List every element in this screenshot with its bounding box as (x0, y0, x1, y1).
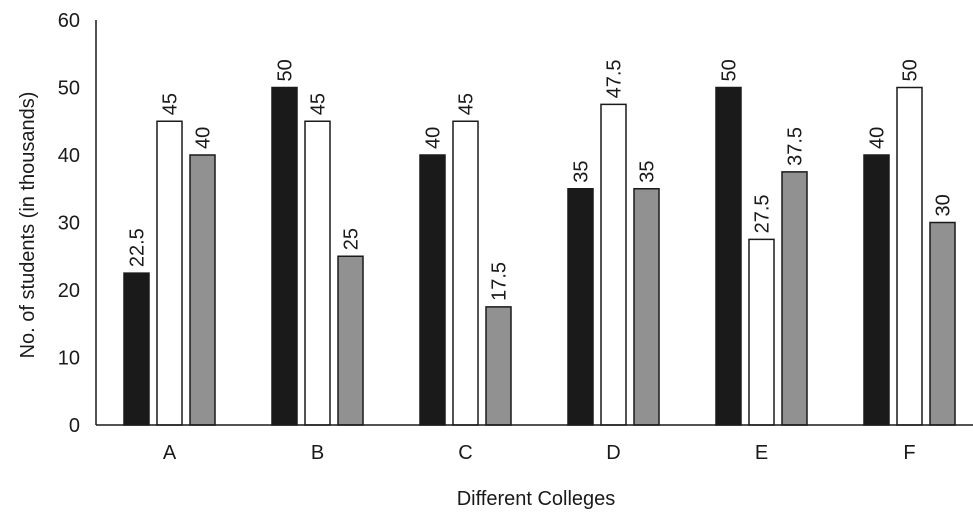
y-tick-label: 10 (58, 348, 80, 370)
bar (123, 272, 150, 426)
bar-value-label: 40 (867, 127, 889, 149)
bar-value-label: 37.5 (785, 127, 807, 166)
x-category-label: B (311, 442, 324, 464)
y-tick-label: 0 (69, 415, 80, 437)
bar (633, 188, 660, 426)
bar-value-label: 40 (193, 127, 215, 149)
bar (748, 238, 775, 426)
x-category-label: A (163, 442, 177, 464)
bar (419, 154, 446, 426)
bars (123, 86, 956, 426)
bar-value-label: 40 (423, 127, 445, 149)
y-tick-label: 20 (58, 280, 80, 302)
bar (304, 120, 331, 426)
bar (156, 120, 183, 426)
bar-value-label: 45 (160, 93, 182, 115)
bar (600, 103, 627, 426)
bar (485, 306, 512, 426)
y-tick-label: 60 (58, 10, 80, 32)
bar-value-label: 45 (456, 93, 478, 115)
x-category-label: F (903, 442, 915, 464)
x-axis-title: Different Colleges (457, 488, 616, 510)
bar-value-label: 30 (933, 194, 955, 216)
bar-value-label: 45 (308, 93, 330, 115)
bar-value-labels: 22.5 45 40 50 45 25 40 45 17.5 35 47.5 35 50 27.5 37.5… (127, 59, 955, 301)
bar (452, 120, 479, 426)
bar-value-label: 50 (275, 59, 297, 81)
bar-value-label: 50 (719, 59, 741, 81)
bar (715, 86, 742, 426)
y-axis-ticks: 0 10 20 30 40 50 60 (58, 10, 80, 437)
bar-value-label: 25 (341, 228, 363, 250)
y-axis-title: No. of students (in thousands) (17, 92, 39, 359)
bar-value-label: 27.5 (752, 194, 774, 233)
bar-value-label: 35 (637, 161, 659, 183)
x-category-label: C (458, 442, 472, 464)
bar (189, 154, 216, 426)
bar (271, 86, 298, 426)
bar-value-label: 22.5 (127, 228, 149, 267)
bar-value-label: 35 (571, 161, 593, 183)
bar (567, 188, 594, 426)
x-category-label: E (755, 442, 768, 464)
bar-value-label: 47.5 (604, 59, 626, 98)
bar (337, 255, 364, 426)
x-axis-category-labels: A B C D E F (163, 442, 916, 464)
y-tick-label: 40 (58, 145, 80, 167)
y-tick-label: 50 (58, 78, 80, 100)
x-category-label: D (606, 442, 620, 464)
bar-value-label: 17.5 (489, 262, 511, 301)
bar (781, 171, 808, 426)
y-tick-label: 30 (58, 213, 80, 235)
bar-value-label: 50 (900, 59, 922, 81)
bar (896, 86, 923, 426)
bar (929, 221, 956, 426)
bar (863, 154, 890, 426)
